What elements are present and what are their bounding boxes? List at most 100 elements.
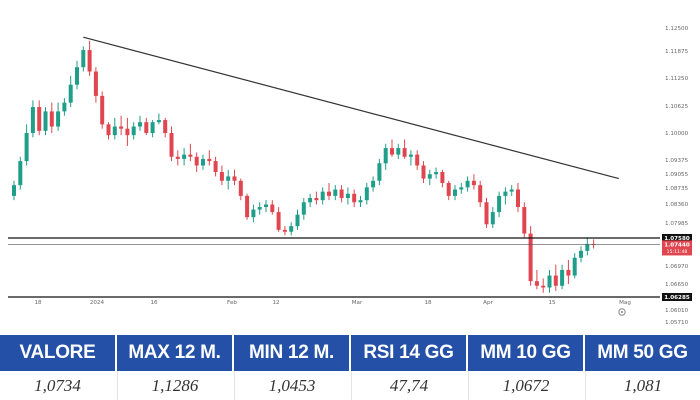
- stat-cell: MM 10 GG 1,0672: [468, 335, 585, 400]
- stat-value: 47,74: [351, 371, 466, 400]
- trendline-group: [83, 36, 619, 180]
- candle-body: [585, 243, 590, 251]
- y-tick-label: 1.08360: [665, 202, 689, 208]
- candle-body: [251, 209, 256, 218]
- y-tick-label: 1.11875: [665, 49, 689, 55]
- y-tick-label: 1.07985: [665, 221, 689, 227]
- x-axis: 18 2024 16 Feb 12 Mar 18 Apr 15 Mag: [34, 300, 631, 306]
- candle-body: [226, 176, 231, 181]
- candle-body: [345, 193, 350, 199]
- y-tick-label: 1.09055: [665, 172, 689, 178]
- candle-body: [308, 198, 313, 203]
- y-tick-label: 1.10625: [665, 104, 689, 110]
- price-tag: [662, 240, 692, 256]
- candle-body: [471, 180, 476, 186]
- gear-icon[interactable]: [618, 308, 626, 316]
- candle-body: [68, 84, 73, 103]
- candle-body: [163, 120, 168, 133]
- candle-body: [528, 233, 533, 282]
- candle-body: [434, 172, 439, 175]
- candle-body: [56, 111, 61, 127]
- stat-cell: MAX 12 M. 1,1286: [117, 335, 234, 400]
- candle-body: [182, 154, 187, 159]
- candles-group: [12, 40, 596, 293]
- candle-body: [30, 107, 35, 133]
- candle-body: [156, 120, 161, 123]
- x-tick-label: 2024: [90, 300, 105, 306]
- x-tick-label: 18: [424, 300, 432, 306]
- candle-body: [396, 148, 401, 155]
- stat-cell: RSI 14 GG 47,74: [351, 335, 468, 400]
- stat-header: RSI 14 GG: [351, 335, 466, 371]
- candle-body: [12, 185, 16, 196]
- candle-body: [119, 126, 124, 129]
- candle-body: [43, 111, 48, 131]
- candle-body: [238, 180, 243, 196]
- candle-body: [49, 111, 54, 127]
- candle-body: [245, 195, 250, 218]
- y-tick-label: 1.10000: [665, 131, 689, 137]
- candle-body: [534, 281, 539, 286]
- candle-body: [87, 50, 92, 72]
- stat-header: MAX 12 M.: [117, 335, 232, 371]
- stat-cell: MM 50 GG 1,081: [585, 335, 700, 400]
- candle-body: [125, 128, 130, 136]
- candle-body: [459, 187, 464, 190]
- stat-cell: MIN 12 M. 1,0453: [234, 335, 351, 400]
- candle-body: [295, 214, 300, 227]
- candle-body: [415, 154, 420, 166]
- y-tick-label: 1.06650: [665, 282, 689, 288]
- candle-body: [150, 122, 155, 133]
- candle-body: [572, 257, 577, 276]
- y-tick-label: 1.11250: [665, 76, 689, 82]
- x-tick-label: Apr: [483, 300, 493, 306]
- candle-body: [264, 204, 268, 208]
- candle-body: [75, 67, 79, 85]
- candle-body: [465, 180, 470, 188]
- candle-body: [112, 126, 117, 136]
- candle-body: [37, 107, 42, 131]
- level-tag: [662, 293, 692, 301]
- candle-body: [383, 148, 388, 164]
- x-tick-label: Feb: [227, 300, 237, 306]
- candle-body: [566, 269, 571, 276]
- candle-body: [484, 202, 489, 225]
- candle-body: [320, 191, 325, 201]
- candle-body: [24, 133, 29, 162]
- candle-body: [478, 185, 483, 203]
- candle-body: [131, 126, 136, 136]
- candle-body: [213, 161, 218, 173]
- x-tick-label: Mag: [619, 300, 631, 306]
- candle-body: [18, 161, 23, 186]
- candle-body: [553, 275, 558, 286]
- y-axis: 1.12500 1.11875 1.11250 1.10625 1.10000 1.093…: [665, 26, 689, 326]
- candle-body: [169, 133, 174, 157]
- stat-header: MM 10 GG: [468, 335, 583, 371]
- candle-body: [257, 207, 262, 210]
- candle-body: [503, 191, 508, 196]
- candle-body: [364, 187, 369, 201]
- y-tick-label: 1.12500: [665, 26, 689, 32]
- candle-body: [509, 189, 514, 192]
- candle-body: [522, 207, 527, 234]
- x-tick-label: 12: [272, 300, 279, 306]
- candle-body: [440, 172, 445, 183]
- stat-value: 1,0734: [0, 371, 115, 400]
- candle-body: [541, 285, 546, 288]
- stat-cell: VALORE 1,0734: [0, 335, 117, 400]
- y-tick-label: 1.08735: [665, 186, 689, 192]
- candle-body: [188, 154, 193, 157]
- level-tag-label: 1.06285: [664, 295, 690, 301]
- candle-body: [358, 200, 363, 203]
- candle-body: [427, 174, 432, 179]
- candle-body: [100, 95, 105, 125]
- candle-body: [201, 158, 205, 166]
- candle-body: [352, 193, 357, 203]
- level-tag-label: 1.07580: [664, 236, 690, 242]
- stats-table: VALORE 1,0734 MAX 12 M. 1,1286 MIN 12 M. 1,04…: [0, 335, 700, 400]
- candle-body: [106, 124, 111, 136]
- candle-body: [579, 250, 583, 258]
- candle-body: [301, 202, 306, 215]
- candle-body: [560, 269, 565, 286]
- candle-body: [408, 154, 413, 157]
